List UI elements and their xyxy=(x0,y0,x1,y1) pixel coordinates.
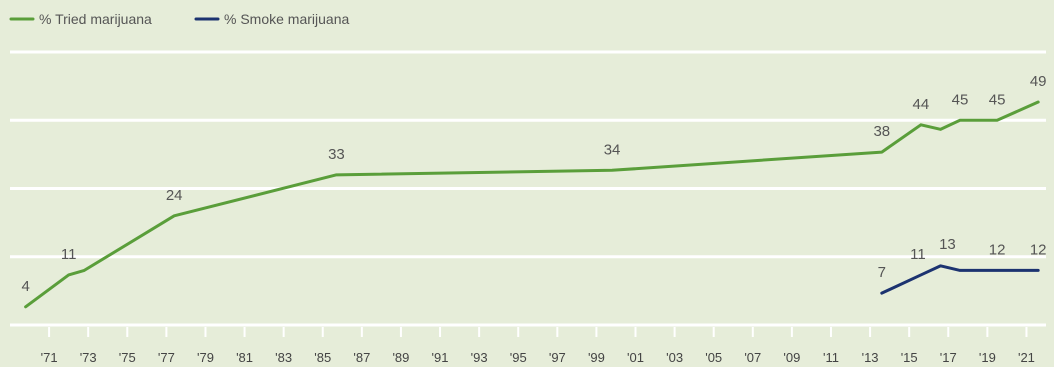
x-tick-label: '09 xyxy=(783,350,800,365)
x-tick-label: '93 xyxy=(471,350,488,365)
data-label-tried: 44 xyxy=(913,96,930,113)
x-tick-label: '83 xyxy=(275,350,292,365)
data-label-tried: 45 xyxy=(989,91,1006,108)
data-label-tried: 24 xyxy=(166,187,183,204)
x-tick-label: '71 xyxy=(41,350,58,365)
legend-label-tried: % Tried marijuana xyxy=(39,11,152,27)
x-tick-label: '21 xyxy=(1018,350,1035,365)
x-tick-label: '01 xyxy=(627,350,644,365)
x-tick-label: '95 xyxy=(510,350,527,365)
x-tick-label: '75 xyxy=(119,350,136,365)
x-tick-label: '05 xyxy=(705,350,722,365)
data-label-smoke: 13 xyxy=(939,236,956,253)
data-label-smoke: 11 xyxy=(910,246,926,263)
series-line-smoke xyxy=(882,266,1038,293)
x-tick-label: '19 xyxy=(979,350,996,365)
x-tick-label: '15 xyxy=(901,350,918,365)
legend: % Tried marijuana % Smoke marijuana xyxy=(11,11,349,27)
x-tick-label: '85 xyxy=(314,350,331,365)
x-axis: '71 '73 '75 '77 '79 '81 '83 '85 '87 '89 '91 '93 '95 '… xyxy=(41,327,1035,365)
data-label-smoke: 7 xyxy=(878,264,886,281)
x-tick-label: '77 xyxy=(158,350,175,365)
data-labels: 4 11 24 33 34 38 44 45 45 49 7 11 13 12 12 xyxy=(21,73,1046,295)
data-label-tried: 49 xyxy=(1030,73,1047,90)
data-label-tried: 45 xyxy=(952,91,969,108)
data-label-tried: 11 xyxy=(61,246,77,263)
data-label-tried: 34 xyxy=(604,141,621,158)
x-tick-label: '99 xyxy=(588,350,605,365)
x-tick-label: '87 xyxy=(353,350,370,365)
x-tick-label: '81 xyxy=(236,350,253,365)
x-tick-label: '91 xyxy=(432,350,449,365)
legend-item-smoke[interactable]: % Smoke marijuana xyxy=(196,11,349,27)
x-tick-label: '13 xyxy=(862,350,879,365)
x-tick-label: '73 xyxy=(80,350,97,365)
data-label-smoke: 12 xyxy=(1030,241,1047,258)
x-tick-label: '97 xyxy=(549,350,566,365)
legend-label-smoke: % Smoke marijuana xyxy=(224,11,349,27)
x-tick-label: '17 xyxy=(940,350,957,365)
data-label-tried: 4 xyxy=(21,278,29,295)
data-label-tried: 33 xyxy=(328,146,345,163)
data-label-tried: 38 xyxy=(873,123,890,140)
x-tick-label: '89 xyxy=(392,350,409,365)
x-tick-label: '07 xyxy=(744,350,761,365)
data-label-smoke: 12 xyxy=(989,241,1006,258)
x-tick-label: '79 xyxy=(197,350,214,365)
x-tick-label: '03 xyxy=(666,350,683,365)
x-tick-label: '11 xyxy=(823,350,839,365)
legend-item-tried[interactable]: % Tried marijuana xyxy=(11,11,152,27)
